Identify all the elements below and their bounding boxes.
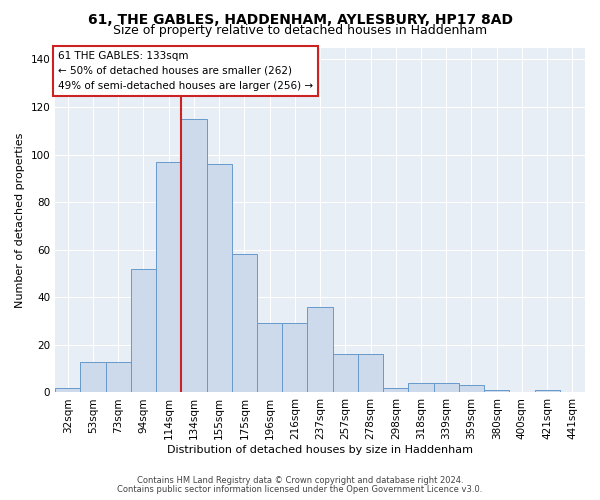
Text: Size of property relative to detached houses in Haddenham: Size of property relative to detached ho… bbox=[113, 24, 487, 37]
Bar bbox=[358, 354, 383, 393]
Bar bbox=[55, 388, 80, 392]
Bar bbox=[434, 383, 459, 392]
Bar bbox=[459, 386, 484, 392]
Bar bbox=[307, 307, 332, 392]
Bar bbox=[383, 388, 409, 392]
Bar bbox=[409, 383, 434, 392]
Bar bbox=[332, 354, 358, 393]
Bar bbox=[257, 324, 282, 392]
Text: 61 THE GABLES: 133sqm
← 50% of detached houses are smaller (262)
49% of semi-det: 61 THE GABLES: 133sqm ← 50% of detached … bbox=[58, 51, 313, 90]
Bar bbox=[131, 268, 156, 392]
Text: 61, THE GABLES, HADDENHAM, AYLESBURY, HP17 8AD: 61, THE GABLES, HADDENHAM, AYLESBURY, HP… bbox=[88, 12, 512, 26]
Bar bbox=[535, 390, 560, 392]
Bar bbox=[206, 164, 232, 392]
Bar bbox=[156, 162, 181, 392]
Text: Contains HM Land Registry data © Crown copyright and database right 2024.: Contains HM Land Registry data © Crown c… bbox=[137, 476, 463, 485]
Text: Contains public sector information licensed under the Open Government Licence v3: Contains public sector information licen… bbox=[118, 485, 482, 494]
X-axis label: Distribution of detached houses by size in Haddenham: Distribution of detached houses by size … bbox=[167, 445, 473, 455]
Bar bbox=[232, 254, 257, 392]
Bar bbox=[282, 324, 307, 392]
Bar bbox=[484, 390, 509, 392]
Y-axis label: Number of detached properties: Number of detached properties bbox=[15, 132, 25, 308]
Bar bbox=[106, 362, 131, 392]
Bar bbox=[80, 362, 106, 392]
Bar bbox=[181, 119, 206, 392]
